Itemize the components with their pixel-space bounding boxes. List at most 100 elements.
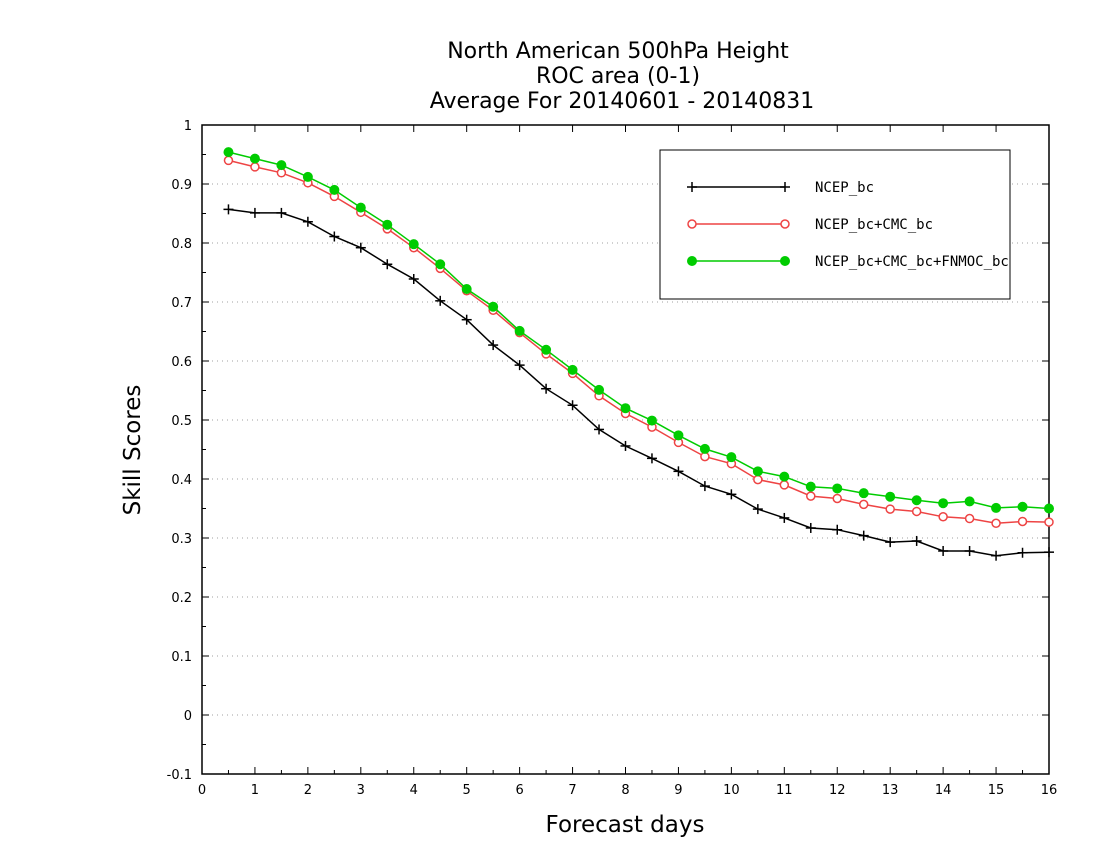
x-tick-label: 5 bbox=[463, 783, 471, 798]
data-point bbox=[991, 550, 1002, 561]
data-point bbox=[964, 513, 975, 524]
data-point bbox=[514, 360, 525, 371]
data-point bbox=[832, 483, 843, 494]
data-point bbox=[488, 301, 499, 312]
data-point bbox=[885, 504, 895, 514]
x-tick-label: 10 bbox=[723, 783, 740, 798]
x-tick-label: 6 bbox=[515, 783, 523, 798]
legend-label: NCEP_bc bbox=[815, 180, 874, 196]
data-point bbox=[687, 182, 697, 192]
data-point bbox=[461, 314, 472, 325]
data-point bbox=[964, 545, 975, 556]
data-point bbox=[514, 325, 525, 336]
data-point bbox=[753, 474, 763, 485]
data-point bbox=[1044, 503, 1054, 514]
data-point bbox=[885, 537, 896, 548]
data-point bbox=[408, 239, 419, 250]
y-tick-label: 0.7 bbox=[171, 296, 192, 311]
data-point bbox=[699, 481, 710, 492]
data-point bbox=[938, 512, 948, 522]
data-point bbox=[567, 400, 578, 411]
legend-entry-3: NCEP_bc+CMC_bc+FNMOC_bc bbox=[687, 254, 1009, 270]
x-tick-label: 13 bbox=[882, 783, 899, 798]
legend: NCEP_bc NCEP_bc+CMC_bc NCEP_bc+CMC_bc+FNMO… bbox=[659, 149, 1011, 300]
data-point bbox=[620, 440, 631, 451]
data-point bbox=[223, 147, 234, 158]
data-point bbox=[885, 491, 896, 502]
data-point bbox=[858, 499, 869, 510]
series-3 bbox=[223, 147, 1054, 514]
data-point bbox=[780, 182, 790, 192]
data-point bbox=[938, 498, 949, 509]
data-point bbox=[752, 504, 763, 515]
data-point bbox=[911, 495, 922, 506]
data-point bbox=[461, 284, 472, 295]
x-tick-label: 0 bbox=[198, 783, 206, 798]
data-point bbox=[779, 480, 790, 490]
chart-title: North American 500hPa Height ROC area (0… bbox=[430, 39, 815, 114]
y-tick-label: 0.9 bbox=[171, 178, 192, 193]
data-point bbox=[249, 207, 260, 218]
data-point bbox=[1044, 547, 1054, 558]
x-tick-label: 1 bbox=[251, 783, 259, 798]
y-tick-label: 0.2 bbox=[171, 591, 192, 606]
data-point bbox=[991, 518, 1001, 528]
y-tick-label: 1 bbox=[184, 119, 192, 134]
data-point bbox=[858, 488, 869, 499]
data-point bbox=[435, 295, 446, 306]
x-tick-label: 14 bbox=[935, 783, 952, 798]
data-point bbox=[382, 259, 393, 270]
x-tick-label: 7 bbox=[568, 783, 576, 798]
legend-entry-1: NCEP_bc bbox=[687, 180, 874, 196]
y-tick-label: -0.1 bbox=[167, 768, 192, 783]
x-tick-label: 16 bbox=[1041, 783, 1058, 798]
data-point bbox=[567, 364, 578, 375]
data-point bbox=[780, 256, 790, 266]
data-point bbox=[223, 204, 234, 215]
series-1 bbox=[223, 204, 1054, 561]
data-point bbox=[726, 489, 737, 500]
data-point bbox=[1017, 501, 1028, 512]
y-tick-label: 0.3 bbox=[171, 532, 192, 547]
data-point bbox=[1044, 517, 1054, 527]
data-point bbox=[302, 171, 313, 182]
data-point bbox=[276, 207, 287, 218]
y-tick-label: 0.5 bbox=[171, 414, 192, 429]
data-point bbox=[620, 403, 631, 414]
data-point bbox=[382, 219, 393, 230]
data-point bbox=[832, 493, 842, 504]
legend-entry-2: NCEP_bc+CMC_bc bbox=[687, 217, 933, 233]
data-point bbox=[687, 256, 697, 266]
data-point bbox=[964, 496, 975, 507]
data-point bbox=[541, 344, 552, 355]
y-tick-label: 0.8 bbox=[171, 237, 192, 252]
data-point bbox=[805, 481, 816, 492]
data-point bbox=[646, 453, 657, 464]
data-point bbox=[832, 524, 843, 535]
x-tick-label: 8 bbox=[621, 783, 629, 798]
legend-label: NCEP_bc+CMC_bc+FNMOC_bc bbox=[815, 254, 1009, 270]
data-point bbox=[779, 471, 790, 482]
data-point bbox=[673, 430, 684, 441]
data-point bbox=[355, 202, 366, 213]
data-point bbox=[806, 491, 816, 501]
y-tick-label: 0 bbox=[184, 709, 192, 724]
data-point bbox=[858, 530, 869, 541]
data-point bbox=[805, 522, 816, 533]
data-point bbox=[911, 535, 922, 546]
data-point bbox=[488, 340, 499, 351]
data-point bbox=[276, 160, 287, 171]
series-group bbox=[223, 147, 1054, 561]
x-tick-label: 12 bbox=[829, 783, 846, 798]
axis-ticks: -0.100.10.20.30.40.50.60.70.80.910 1 2 3 4 5 6… bbox=[167, 119, 1058, 798]
y-tick-label: 0.6 bbox=[171, 355, 192, 370]
data-point bbox=[594, 424, 605, 435]
x-tick-label: 15 bbox=[988, 783, 1005, 798]
data-point bbox=[752, 466, 763, 477]
y-axis-label: Skill Scores bbox=[120, 385, 146, 516]
data-point bbox=[435, 259, 446, 270]
data-point bbox=[911, 506, 922, 517]
data-point bbox=[249, 153, 260, 164]
data-point bbox=[329, 231, 340, 242]
